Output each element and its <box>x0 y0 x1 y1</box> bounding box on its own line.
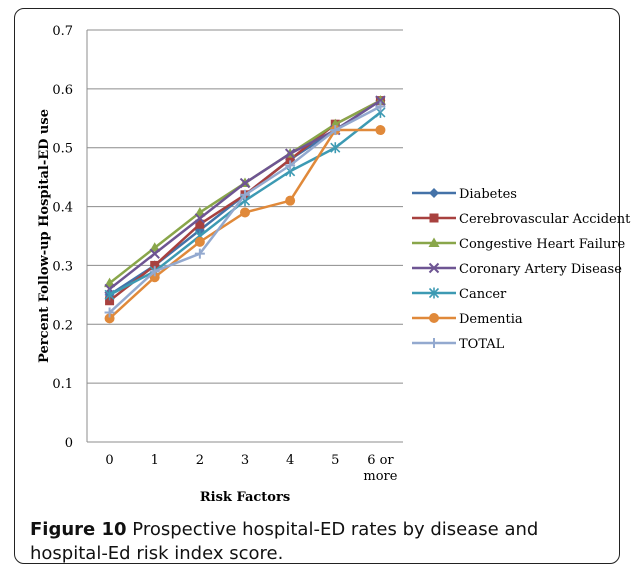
legend-item-cerebrovascular-accident: Cerebrovascular Accident <box>412 212 631 227</box>
y-tick-label: 0 <box>65 436 73 451</box>
y-tick-label: 0.2 <box>52 318 73 333</box>
y-tick-label: 0.5 <box>52 142 73 157</box>
data-point <box>375 101 386 112</box>
x-tick-label: 0 <box>105 453 113 468</box>
legend-label: Coronary Artery Disease <box>459 262 622 277</box>
legend-item-total: TOTAL <box>412 337 505 352</box>
data-point <box>194 248 205 259</box>
series-total <box>104 101 386 318</box>
legend-marker <box>429 213 439 223</box>
legend-marker <box>428 262 440 274</box>
legend-label: Congestive Heart Failure <box>459 237 626 252</box>
x-tick-label: 2 <box>196 453 204 468</box>
caption-label: Figure 10 <box>30 519 127 540</box>
legend-item-diabetes: Diabetes <box>412 187 517 202</box>
x-tick-label: 1 <box>151 453 159 468</box>
data-point <box>195 219 205 229</box>
y-axis-label: Percent Follow-up Hospital-ED use <box>37 109 52 363</box>
data-point <box>285 154 295 164</box>
y-tick-label: 0.1 <box>52 377 73 392</box>
legend-marker <box>429 188 439 198</box>
series-dementia <box>104 125 386 324</box>
marker-stroke <box>284 148 296 159</box>
legend-label: Dementia <box>459 312 523 327</box>
data-point <box>284 148 296 159</box>
series-line <box>108 128 381 320</box>
legend-item-dementia: Dementia <box>412 312 523 327</box>
data-point <box>149 266 160 277</box>
data-point <box>239 177 251 189</box>
marker-stroke <box>194 213 206 224</box>
marker-stroke <box>149 248 160 259</box>
legend-label: TOTAL <box>459 337 505 352</box>
x-tick-label: 5 <box>331 453 339 468</box>
data-point <box>104 289 115 301</box>
legend-item-coronary-artery-disease: Coronary Artery Disease <box>412 262 622 277</box>
data-point <box>285 160 296 171</box>
data-point <box>285 195 296 206</box>
marker-stroke <box>428 262 440 274</box>
y-tick-label: 0.3 <box>52 259 73 274</box>
data-point <box>330 125 341 136</box>
figure-caption: Figure 10 Prospective hospital-ED rates … <box>30 518 620 566</box>
marker-stroke <box>375 95 386 106</box>
x-tick-labels: 0 1 2 3 4 5 6 or more <box>105 453 397 484</box>
legend-item-congestive-heart-failure: Congestive Heart Failure <box>412 237 626 252</box>
data-point <box>104 277 116 288</box>
data-point <box>194 213 206 224</box>
data-point <box>375 125 386 136</box>
x-axis-label: Risk Factors <box>200 490 290 505</box>
data-point <box>104 307 115 318</box>
axes <box>86 30 403 443</box>
legend-marker <box>428 287 440 299</box>
x-tick-label: 3 <box>241 453 249 468</box>
data-point <box>240 207 250 218</box>
line-chart: 0 0.1 0.2 0.3 0.4 0.5 0.6 0.7 0 1 2 3 4 5 6 or more Di… <box>37 24 631 505</box>
data-point <box>375 95 386 106</box>
x-tick-label: 4 <box>286 453 294 468</box>
data-point <box>104 313 115 324</box>
series-group <box>104 95 386 324</box>
legend-marker <box>428 237 440 247</box>
caption-text: Prospective hospital-ED rates by disease… <box>30 519 539 564</box>
legend-marker <box>429 313 439 323</box>
legend-label: Cancer <box>459 287 507 302</box>
x-tick-label: 6 or more <box>363 453 397 484</box>
data-point <box>329 118 341 129</box>
y-tick-labels: 0 0.1 0.2 0.3 0.4 0.5 0.6 0.7 <box>52 24 73 451</box>
legend: Diabetes Cerebrovascular Accident Congesti… <box>412 187 631 352</box>
y-tick-label: 0.7 <box>52 24 73 39</box>
gridlines <box>87 29 403 384</box>
data-point <box>330 142 341 154</box>
data-point <box>150 260 160 270</box>
legend-label: Diabetes <box>459 187 517 202</box>
data-point <box>240 189 250 200</box>
legend-marker <box>429 338 439 348</box>
legend-item-cancer: Cancer <box>412 287 507 302</box>
data-point <box>149 248 160 259</box>
legend-label: Cerebrovascular Accident <box>459 212 631 227</box>
y-tick-label: 0.4 <box>52 201 73 216</box>
data-point <box>194 206 206 217</box>
data-point <box>149 242 161 252</box>
marker-stroke <box>239 177 251 189</box>
data-point <box>105 296 115 306</box>
y-tick-label: 0.6 <box>52 83 73 98</box>
data-point <box>194 236 205 247</box>
